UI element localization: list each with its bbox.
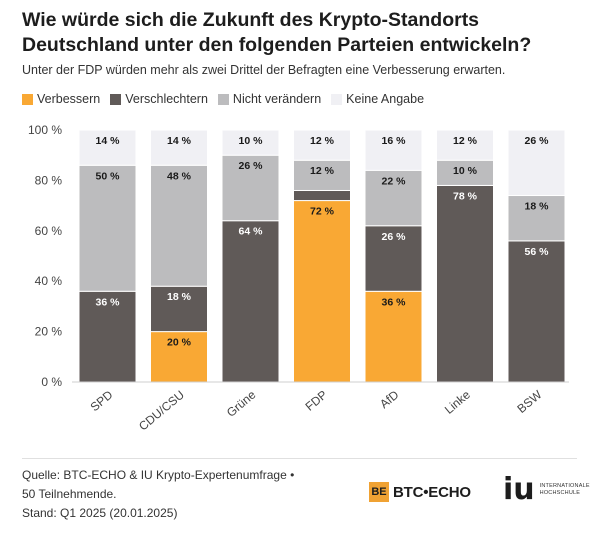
data-label: 16 % [382, 135, 407, 147]
y-tick-label: 60 % [35, 224, 63, 238]
bar-segment-keine-angabe [364, 129, 423, 171]
data-label: 20 % [167, 337, 192, 349]
stacked-bar-chart: 0 % 20 % 40 % 60 % 80 % 100 % 36 % 50 % 14 % SPD 2… [28, 123, 569, 434]
data-label: 18 % [167, 291, 192, 303]
legend-item-keine-angabe: Keine Angabe [331, 92, 424, 106]
x-tick-label: Grüne [224, 387, 259, 419]
legend-item-verschlechtern: Verschlechtern [110, 92, 208, 106]
iu-logo-line-1: INTERNATIONALE [539, 483, 590, 489]
data-label: 72 % [310, 206, 335, 218]
bar-segment-verbessern [364, 290, 423, 383]
data-label: 14 % [167, 135, 192, 147]
source-line-1: Quelle: BTC-ECHO & IU Krypto-Expertenumf… [22, 468, 295, 482]
bar-segment-verschlechtern [78, 290, 137, 383]
data-label: 12 % [453, 135, 478, 147]
title-line-1: Wie würde sich die Zukunft des Krypto-St… [22, 9, 480, 31]
iu-logo-line-2: HOCHSCHULE [539, 490, 581, 496]
chart-subtitle: Unter der FDP würden mehr als zwei Dritt… [22, 63, 506, 77]
data-label: 10 % [453, 165, 478, 177]
source-line-3: Stand: Q1 2025 (20.01.2025) [22, 506, 178, 520]
y-tick-label: 20 % [35, 325, 63, 339]
bar-segment-nicht-ver-ndern [364, 169, 423, 227]
footer-divider [22, 458, 577, 459]
data-label: 26 % [525, 135, 550, 147]
y-tick-label: 0 % [41, 375, 62, 389]
source-note: Quelle: BTC-ECHO & IU Krypto-Expertenumf… [22, 466, 294, 523]
data-label: 14 % [96, 135, 121, 147]
data-label: 36 % [382, 296, 407, 308]
legend-label-nicht-veraendern: Nicht verändern [232, 92, 322, 106]
y-tick-label: 80 % [35, 173, 63, 187]
x-tick-label: AfD [377, 387, 402, 411]
data-label: 48 % [167, 170, 192, 182]
chart-title: Wie würde sich die Zukunft des Krypto-St… [22, 8, 582, 58]
bar-segment-nicht-ver-ndern [150, 164, 208, 287]
legend-label-verschlechtern: Verschlechtern [125, 92, 208, 106]
btc-echo-logo: BE BTC•ECHO [369, 482, 471, 502]
data-label: 36 % [96, 296, 121, 308]
y-tick-label: 100 % [28, 123, 62, 137]
data-label: 78 % [453, 190, 478, 202]
data-label: 64 % [239, 226, 264, 238]
legend-swatch-keine-angabe [331, 93, 343, 105]
data-label: 12 % [310, 165, 335, 177]
bar-segment-nicht-ver-ndern [507, 195, 566, 242]
btc-echo-logo-text: BTC•ECHO [393, 483, 471, 501]
legend-item-verbessern: Verbessern [22, 92, 100, 106]
data-label: 26 % [239, 160, 264, 172]
x-tick-label: CDU/CSU [136, 388, 187, 434]
source-line-2: 50 Teilnehmende. [22, 487, 117, 501]
legend: Verbessern Verschlechtern Nicht veränder… [22, 92, 424, 106]
iu-logo-mark: iu [503, 472, 535, 507]
title-line-2: Deutschland unter den folgenden Parteien… [22, 34, 532, 56]
x-tick-label: FDP [303, 388, 330, 414]
bar-segment-verschlechtern [436, 184, 494, 383]
data-label: 12 % [310, 135, 335, 147]
bar-segment-keine-angabe [221, 129, 280, 156]
data-label: 50 % [96, 170, 121, 182]
bar-segment-verschlechtern [221, 220, 280, 383]
bar-segment-verschlechtern [150, 285, 208, 333]
iu-logo-text: INTERNATIONALE HOCHSCHULE [540, 483, 590, 497]
bar-segment-keine-angabe [150, 129, 208, 166]
bar-segment-verschlechtern [293, 189, 351, 202]
bar-segment-verbessern [293, 200, 351, 383]
bar-segment-nicht-ver-ndern [221, 154, 280, 222]
bar-segment-nicht-ver-ndern [293, 159, 351, 191]
bar-segment-nicht-ver-ndern [78, 164, 137, 292]
x-tick-label: SPD [88, 387, 116, 414]
x-tick-label: BSW [514, 387, 544, 416]
data-label: 18 % [525, 201, 550, 213]
bar-segment-verschlechtern [364, 225, 423, 292]
bar-segment-verschlechtern [507, 240, 566, 383]
bar-segment-keine-angabe [78, 129, 137, 166]
data-label: 22 % [382, 175, 407, 187]
y-tick-label: 40 % [35, 274, 63, 288]
x-tick-label: Linke [442, 387, 473, 416]
legend-swatch-nicht-veraendern [217, 93, 229, 105]
data-label: 26 % [382, 231, 407, 243]
btc-echo-logo-mark: BE [369, 482, 389, 502]
bar-segment-keine-angabe [293, 129, 351, 161]
bar-segment-keine-angabe [436, 129, 494, 161]
data-label: 10 % [239, 135, 264, 147]
bar-segment-keine-angabe [507, 129, 566, 197]
legend-label-keine-angabe: Keine Angabe [346, 92, 425, 106]
iu-logo: iu INTERNATIONALE HOCHSCHULE [503, 475, 590, 505]
legend-swatch-verschlechtern [110, 93, 122, 105]
legend-label-verbessern: Verbessern [37, 92, 101, 106]
data-label: 56 % [525, 246, 550, 258]
legend-item-nicht-veraendern: Nicht verändern [217, 92, 322, 106]
legend-swatch-verbessern [22, 93, 33, 105]
